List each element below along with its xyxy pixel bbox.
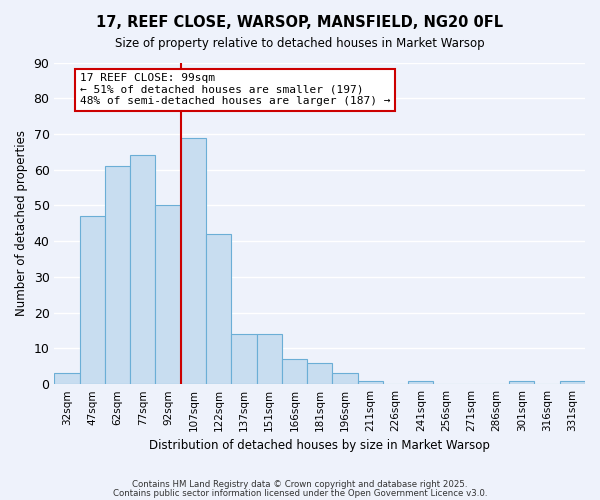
Bar — [307, 362, 332, 384]
Bar — [282, 359, 307, 384]
Bar — [332, 374, 358, 384]
Text: 17 REEF CLOSE: 99sqm
← 51% of detached houses are smaller (197)
48% of semi-deta: 17 REEF CLOSE: 99sqm ← 51% of detached h… — [80, 73, 390, 106]
Bar — [560, 380, 585, 384]
Bar — [358, 380, 383, 384]
Bar — [130, 156, 155, 384]
Bar — [509, 380, 535, 384]
Bar — [206, 234, 231, 384]
Bar — [181, 138, 206, 384]
Bar — [155, 206, 181, 384]
Bar — [408, 380, 433, 384]
Bar — [105, 166, 130, 384]
Bar — [55, 374, 80, 384]
Y-axis label: Number of detached properties: Number of detached properties — [15, 130, 28, 316]
Text: Contains HM Land Registry data © Crown copyright and database right 2025.: Contains HM Land Registry data © Crown c… — [132, 480, 468, 489]
Text: Size of property relative to detached houses in Market Warsop: Size of property relative to detached ho… — [115, 38, 485, 51]
Bar — [231, 334, 257, 384]
Bar — [257, 334, 282, 384]
Bar — [80, 216, 105, 384]
Text: Contains public sector information licensed under the Open Government Licence v3: Contains public sector information licen… — [113, 489, 487, 498]
X-axis label: Distribution of detached houses by size in Market Warsop: Distribution of detached houses by size … — [149, 440, 490, 452]
Text: 17, REEF CLOSE, WARSOP, MANSFIELD, NG20 0FL: 17, REEF CLOSE, WARSOP, MANSFIELD, NG20 … — [97, 15, 503, 30]
